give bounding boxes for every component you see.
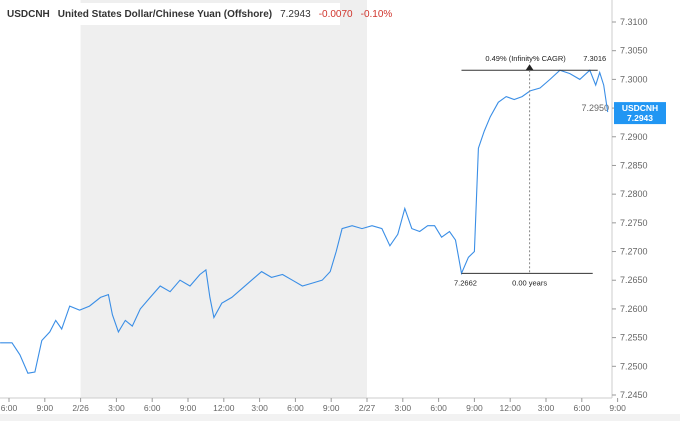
x-tick-label: 12:00 <box>500 403 522 413</box>
measure-pct-label: 0.49% (Infinity% CAGR) <box>485 54 566 63</box>
last-price: 7.2943 <box>280 8 311 20</box>
y-tick-label: 7.2450 <box>620 390 648 400</box>
measure-low-label: 7.2662 <box>454 278 477 287</box>
price-change: -0.0070 <box>318 8 353 20</box>
y-tick-label: 7.2500 <box>620 361 648 371</box>
instrument-name: United States Dollar/Chinese Yuan (Offsh… <box>57 8 273 20</box>
price-tag <box>614 102 666 125</box>
x-tick-label: 9:00 <box>37 403 54 413</box>
x-tick-label: 6:00 <box>430 403 447 413</box>
price-tag-value: 7.2943 <box>627 113 653 123</box>
measure-duration-label: 0.00 years <box>512 278 547 287</box>
x-tick-label: 12:00 <box>213 403 235 413</box>
x-tick-label: 3:00 <box>395 403 412 413</box>
y-tick-label: 7.2650 <box>620 275 648 285</box>
y-tick-label: 7.2850 <box>620 160 648 170</box>
price-tag-symbol: USDCNH <box>622 103 658 113</box>
x-tick-label: 2/26 <box>72 403 89 413</box>
measure-high-label: 7.3016 <box>583 54 606 63</box>
x-tick-label: 6:00 <box>1 403 18 413</box>
measure-arrow-icon <box>525 64 534 71</box>
x-tick-label: 2/27 <box>359 403 376 413</box>
symbol[interactable]: USDCNH <box>7 8 50 20</box>
x-tick-label: 3:00 <box>251 403 268 413</box>
y-tick-label: 7.2800 <box>620 189 648 199</box>
y-tick-label: 7.2950 <box>581 103 609 113</box>
price-change-pct: -0.10% <box>360 8 393 20</box>
x-tick-label: 9:00 <box>323 403 340 413</box>
x-tick-label: 9:00 <box>180 403 197 413</box>
shaded-session-region <box>80 0 367 398</box>
x-tick-label: 9:00 <box>466 403 483 413</box>
y-tick-label: 7.2700 <box>620 247 648 257</box>
y-tick-label: 7.2900 <box>620 132 648 142</box>
price-line <box>0 69 609 374</box>
x-tick-label: 3:00 <box>538 403 555 413</box>
x-tick-label: 6:00 <box>574 403 591 413</box>
x-tick-label: 3:00 <box>108 403 125 413</box>
y-tick-label: 7.2550 <box>620 333 648 343</box>
y-tick-label: 7.3000 <box>620 74 648 84</box>
x-tick-label: 6:00 <box>144 403 161 413</box>
bottom-strip <box>0 414 680 421</box>
y-tick-label: 7.3100 <box>620 17 648 27</box>
y-tick-label: 7.2600 <box>620 304 648 314</box>
chart-header: USDCNH United States Dollar/Chinese Yuan… <box>0 3 392 25</box>
x-tick-label: 9:00 <box>609 403 626 413</box>
x-tick-label: 6:00 <box>287 403 304 413</box>
y-tick-label: 7.3050 <box>620 46 648 56</box>
y-tick-label: 7.2750 <box>620 218 648 228</box>
